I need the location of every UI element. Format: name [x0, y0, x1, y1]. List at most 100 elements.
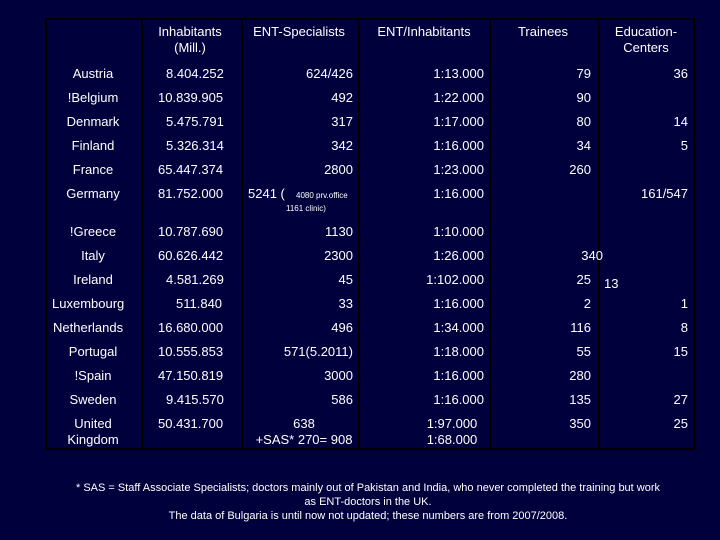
footnote-line: * SAS = Staff Associate Specialists; doc…: [75, 482, 661, 494]
grid-line: [45, 18, 47, 450]
centers-cell: 5: [680, 138, 688, 153]
header-ent-inhabitants: ENT/Inhabitants: [377, 24, 471, 39]
ratio-cell: 1:102.000: [426, 272, 484, 287]
country-cell: Portugal: [68, 344, 118, 359]
trainees-cell: 116: [570, 320, 591, 335]
ratio-cell: 1:26.000: [433, 248, 484, 263]
trainees-cell: 2: [583, 296, 591, 311]
inhabitants-cell: 47.150.819: [158, 368, 224, 383]
inhabitants-cell: 10.839.905: [158, 90, 224, 105]
ratio-cell: 1:34.000: [433, 320, 484, 335]
country-cell: France: [72, 162, 114, 177]
inhabitants-cell: 5.326.314: [166, 138, 224, 153]
ratio-cell: 1:10.000: [433, 224, 484, 239]
country-cell: !Greece: [69, 224, 117, 239]
specialists-cell: 2800: [324, 162, 353, 177]
country-cell: !Belgium: [67, 90, 119, 105]
ratio-cell: 1:13.000: [433, 66, 484, 81]
country-cell: Netherlands: [53, 320, 124, 335]
centers-cell: 13: [604, 276, 619, 291]
specialists-cell: 317: [331, 114, 353, 129]
centers-cell: 1: [680, 296, 688, 311]
trainees-cell: 280: [569, 368, 591, 383]
specialists-cell: 2300: [324, 248, 353, 263]
inhabitants-cell: 511.840: [176, 296, 223, 311]
grid-line: [141, 18, 143, 450]
centers-cell: 25: [673, 416, 688, 431]
ratio-cell: 1:16.000: [433, 296, 484, 311]
trainees-cell: 260: [569, 162, 591, 177]
inhabitants-cell: 81.752.000: [158, 186, 224, 201]
footnote-line: as ENT-doctors in the UK.: [304, 496, 432, 508]
header-trainees: Trainees: [517, 24, 569, 39]
grid-line: [693, 18, 695, 450]
trainees-cell: 340: [581, 248, 603, 263]
country-cell: !Spain: [74, 368, 112, 383]
inhabitants-cell: 4.581.269: [166, 272, 224, 287]
trainees-cell: 350: [569, 416, 591, 431]
specialists-cell: 33: [338, 296, 353, 311]
header-inhabitants: Inhabitants (Mill.): [158, 24, 222, 55]
ratio-cell: 1:16.000: [433, 368, 484, 383]
ratio-cell: 1:97.000 1:68.000: [426, 416, 478, 447]
inhabitants-cell: 8.404.252: [166, 66, 224, 81]
trainees-cell: 25: [576, 272, 591, 287]
country-cell: Finland: [71, 138, 115, 153]
centers-cell: 15: [673, 344, 688, 359]
grid-line: [45, 448, 695, 450]
specialists-cell: 586: [331, 392, 353, 407]
inhabitants-cell: 10.555.853: [158, 344, 224, 359]
inhabitants-cell: 65.447.374: [158, 162, 224, 177]
country-cell: Sweden: [69, 392, 117, 407]
country-cell: Denmark: [66, 114, 120, 129]
specialists-cell: 624/426: [306, 66, 353, 81]
centers-cell: 161/547: [641, 186, 688, 201]
ratio-cell: 1:22.000: [433, 90, 484, 105]
centers-cell: 8: [680, 320, 688, 335]
ratio-cell: 1:23.000: [433, 162, 484, 177]
grid-line: [598, 18, 600, 450]
country-cell: Ireland: [73, 272, 113, 287]
header-ent-specialists: ENT-Specialists: [253, 24, 345, 39]
grid-line: [489, 18, 491, 450]
header-education-centers: Education- Centers: [614, 24, 678, 55]
inhabitants-cell: 10.787.690: [158, 224, 224, 239]
trainees-cell: 79: [576, 66, 591, 81]
inhabitants-cell: 50.431.700: [158, 416, 224, 431]
centers-cell: 27: [673, 392, 688, 407]
specialists-cell: 638 +SAS* 270= 908: [255, 416, 353, 447]
specialists-cell: 492: [331, 90, 353, 105]
specialists-cell: 496: [331, 320, 353, 335]
specialists-cell: 5241 (: [248, 186, 285, 201]
trainees-cell: 34: [576, 138, 591, 153]
inhabitants-cell: 60.626.442: [158, 248, 224, 263]
grid-line: [241, 18, 243, 450]
centers-cell: 36: [673, 66, 688, 81]
country-cell: Italy: [81, 248, 105, 263]
country-cell: Austria: [72, 66, 114, 81]
ratio-cell: 1:16.000: [433, 392, 484, 407]
country-cell: United Kingdom: [67, 416, 119, 447]
specialists-cell: 45: [338, 272, 353, 287]
trainees-cell: 90: [576, 90, 591, 105]
trainees-cell: 80: [576, 114, 591, 129]
specialists-note: 1161 clinic): [286, 204, 326, 213]
country-cell: Germany: [66, 186, 120, 201]
footnote: * SAS = Staff Associate Specialists; doc…: [40, 481, 696, 523]
specialists-cell: 1130: [325, 224, 353, 239]
inhabitants-cell: 5.475.791: [166, 114, 224, 129]
ratio-cell: 1:17.000: [433, 114, 484, 129]
specialists-cell: 571(5.2011): [283, 344, 353, 359]
data-table: [45, 18, 695, 450]
grid-line: [45, 18, 695, 20]
ratio-cell: 1:18.000: [433, 344, 484, 359]
specialists-cell: 3000: [324, 368, 353, 383]
inhabitants-cell: 16.680.000: [158, 320, 224, 335]
footnote-line: The data of Bulgaria is until now not up…: [168, 510, 568, 522]
ratio-cell: 1:16.000: [433, 186, 484, 201]
trainees-cell: 55: [576, 344, 591, 359]
specialists-cell: 342: [331, 138, 353, 153]
grid-line: [358, 18, 360, 450]
trainees-cell: 135: [569, 392, 591, 407]
